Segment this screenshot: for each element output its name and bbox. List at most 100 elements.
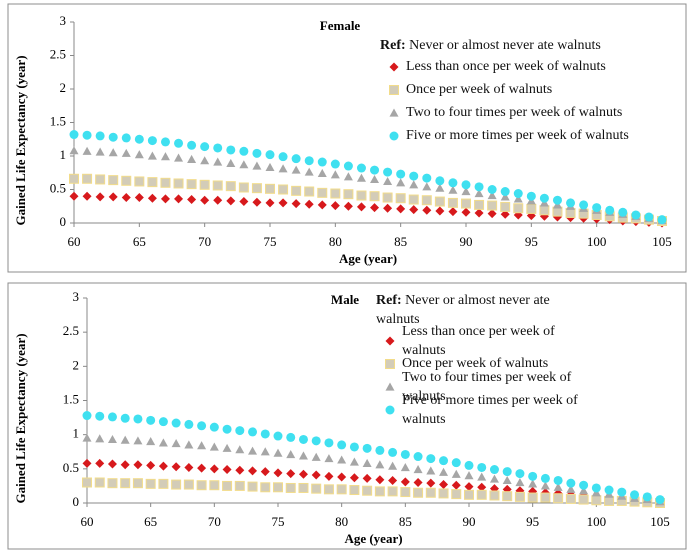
marker xyxy=(604,495,615,506)
marker xyxy=(356,190,367,201)
marker xyxy=(566,484,576,493)
marker xyxy=(552,195,562,205)
marker xyxy=(158,438,168,447)
marker xyxy=(213,143,223,153)
marker xyxy=(448,185,458,194)
marker xyxy=(592,203,602,213)
marker xyxy=(591,495,602,506)
marker xyxy=(461,187,471,196)
marker xyxy=(526,191,536,201)
marker xyxy=(95,192,105,202)
marker xyxy=(413,465,423,474)
marker xyxy=(385,382,395,391)
marker xyxy=(121,133,131,143)
marker xyxy=(69,173,79,184)
marker xyxy=(579,200,589,210)
legend-item: Five or more times per week of walnuts xyxy=(384,393,591,427)
legend-ref-label: Ref: xyxy=(380,38,406,53)
marker xyxy=(209,480,220,491)
marker xyxy=(400,477,410,487)
marker xyxy=(108,192,118,202)
marker xyxy=(605,205,615,215)
marker xyxy=(147,151,157,160)
marker xyxy=(502,491,513,502)
y-axis-label: Gained Life Expectancy (year) xyxy=(13,55,28,225)
marker xyxy=(120,478,131,489)
legend-label: Two to four times per week of walnuts xyxy=(402,369,572,404)
legend-swatch xyxy=(385,405,395,414)
marker xyxy=(291,185,302,196)
legend-swatch xyxy=(385,336,395,345)
marker xyxy=(146,415,156,425)
marker xyxy=(500,209,510,219)
marker xyxy=(349,457,359,466)
marker xyxy=(330,159,340,169)
marker xyxy=(395,193,406,204)
marker xyxy=(95,147,105,156)
y-tick-label: 3 xyxy=(60,13,67,28)
legend: Ref: Never or almost never ate walnuts Le… xyxy=(380,36,680,147)
marker xyxy=(396,178,406,187)
marker xyxy=(383,167,393,177)
x-tick-label: 90 xyxy=(460,234,473,249)
marker xyxy=(134,176,145,187)
marker xyxy=(82,411,92,421)
marker xyxy=(370,203,380,213)
legend-item: Two to four times per week of walnuts xyxy=(388,101,680,124)
marker xyxy=(644,212,654,222)
marker xyxy=(617,487,627,497)
marker xyxy=(324,471,334,481)
marker xyxy=(539,205,550,216)
legend-item: Once per week of walnuts xyxy=(384,352,591,375)
y-tick-label: 1 xyxy=(60,147,67,162)
x-tick-label: 85 xyxy=(399,514,412,529)
marker xyxy=(200,142,210,152)
marker xyxy=(330,170,340,179)
marker xyxy=(121,193,131,203)
marker xyxy=(389,108,399,117)
marker xyxy=(464,489,474,500)
marker xyxy=(642,492,652,502)
marker xyxy=(409,205,419,215)
marker xyxy=(370,174,380,184)
x-axis-label: Age (year) xyxy=(344,531,402,546)
marker xyxy=(435,206,445,216)
marker xyxy=(291,199,301,209)
marker xyxy=(362,458,372,467)
marker xyxy=(298,451,308,460)
marker xyxy=(349,473,359,483)
marker xyxy=(362,485,373,496)
y-tick-label: 1.5 xyxy=(50,113,66,128)
marker xyxy=(121,175,132,186)
marker xyxy=(317,200,327,210)
marker xyxy=(337,440,347,450)
marker xyxy=(108,148,118,157)
legend-item: Once per week of walnuts xyxy=(388,78,680,101)
marker xyxy=(439,456,449,466)
marker xyxy=(474,199,485,210)
marker xyxy=(183,479,194,490)
marker xyxy=(196,480,207,491)
marker xyxy=(422,173,432,183)
marker xyxy=(487,209,497,219)
marker xyxy=(222,443,232,452)
marker xyxy=(298,434,308,444)
marker xyxy=(82,130,92,140)
marker xyxy=(252,148,262,158)
y-tick-label: 2.5 xyxy=(50,46,66,61)
marker xyxy=(337,472,347,482)
legend-ref-label: Ref: xyxy=(376,293,402,308)
legend-label: Once per week of walnuts xyxy=(406,82,553,97)
marker xyxy=(108,132,118,142)
marker xyxy=(539,193,549,203)
marker xyxy=(489,474,499,483)
marker xyxy=(197,421,207,431)
legend-ref: Ref: Never or almost never ate walnuts xyxy=(376,291,591,329)
marker xyxy=(349,485,360,496)
marker xyxy=(133,460,143,470)
marker xyxy=(273,482,283,493)
marker xyxy=(213,195,223,205)
legend-swatch xyxy=(385,382,395,391)
marker xyxy=(174,138,184,148)
marker xyxy=(349,442,359,452)
